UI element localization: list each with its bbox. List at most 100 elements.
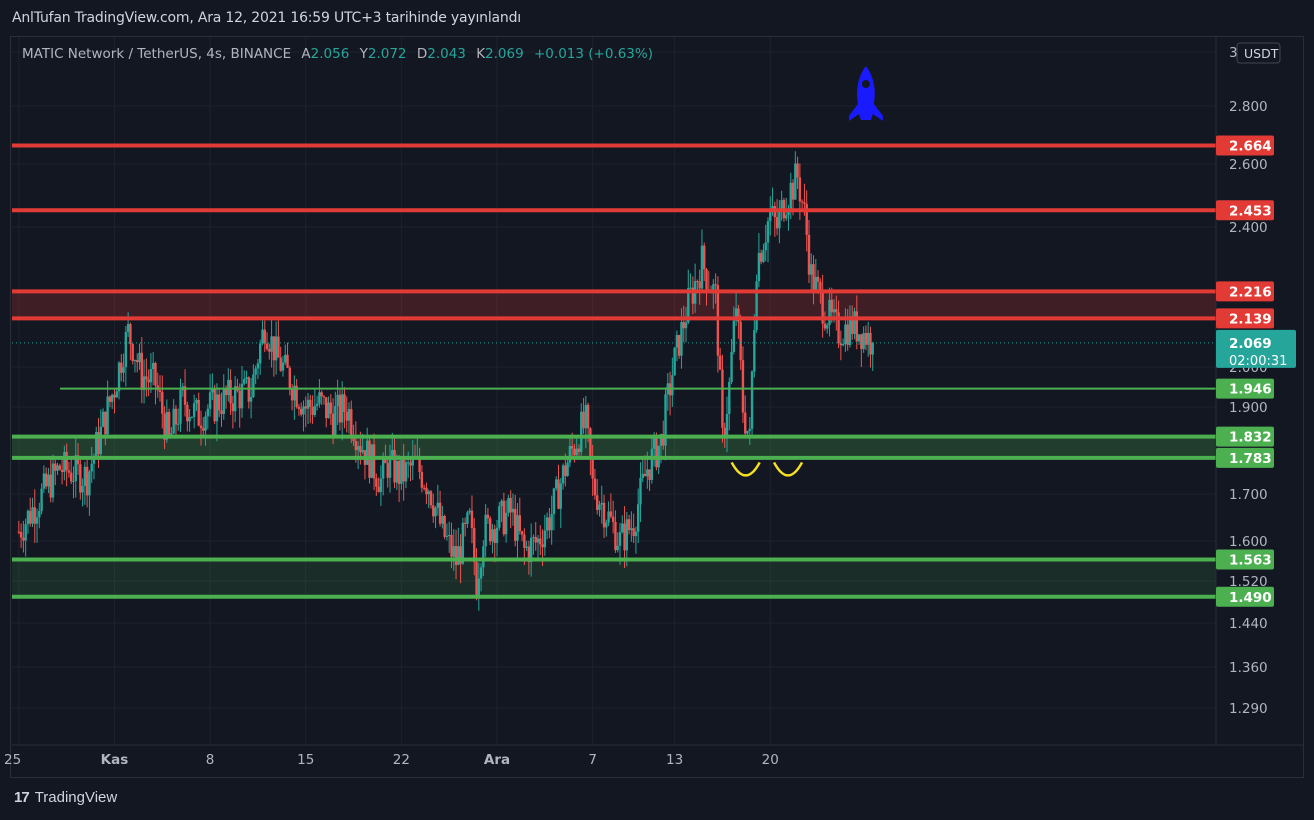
candle-body <box>220 410 223 414</box>
price-label: 1.946 <box>1229 382 1272 398</box>
x-tick-label: 20 <box>762 752 779 768</box>
candle-body <box>557 479 560 509</box>
candle-body <box>274 336 278 361</box>
double-bottom-mark <box>772 461 804 477</box>
x-tick-label: 13 <box>666 752 683 768</box>
candle-body <box>479 567 483 579</box>
candle-body <box>495 527 499 543</box>
candle-body <box>270 336 273 352</box>
candle-body <box>844 324 847 345</box>
candle-body <box>104 411 107 435</box>
candle-body <box>750 371 754 429</box>
currency-tag[interactable] <box>1236 42 1281 64</box>
candle-body <box>461 522 465 564</box>
candle-body <box>224 387 228 396</box>
price-label: 1.490 <box>1229 590 1272 606</box>
candle-body <box>377 486 380 493</box>
candle-body <box>204 416 207 431</box>
candle-body <box>315 403 319 406</box>
candle-body <box>284 354 287 363</box>
candle-body <box>386 463 389 478</box>
candle-body <box>33 507 36 524</box>
candle-body <box>723 427 726 438</box>
candle-body <box>218 394 221 411</box>
candle-body <box>484 514 487 547</box>
candle-body <box>516 515 519 541</box>
y-tick-label: 3 <box>1229 45 1238 61</box>
candle-body <box>445 535 449 537</box>
candle-body <box>281 362 285 371</box>
candle-body <box>766 221 770 243</box>
candle-body <box>277 336 280 358</box>
candle-body <box>518 515 521 532</box>
symbol-legend: MATIC Network / TetherUS, 4s, BINANCE A2… <box>22 46 653 62</box>
candle-body <box>19 531 23 538</box>
change-value: +0.013 (+0.63%) <box>534 46 653 62</box>
candle-body <box>131 344 134 362</box>
candle-body <box>172 408 175 434</box>
candle-body <box>165 411 169 440</box>
candle-body <box>366 440 369 465</box>
candle-body <box>404 462 408 482</box>
candle-body <box>108 396 112 402</box>
candle-body <box>509 497 512 513</box>
candle-body <box>60 469 64 472</box>
candle-body <box>807 234 811 275</box>
high-value: 2.072 <box>367 46 407 62</box>
candle-body <box>379 478 383 493</box>
symbol-name[interactable]: MATIC Network / TetherUS, 4s, BINANCE <box>22 46 292 62</box>
candle-body <box>507 497 510 513</box>
candle-body <box>40 488 43 512</box>
candle-body <box>293 385 296 401</box>
candle-body <box>573 448 576 456</box>
price-label-tag <box>1216 549 1274 570</box>
candle-body <box>561 465 565 484</box>
candle-body <box>336 394 339 407</box>
candle-body <box>848 316 852 345</box>
candle-body <box>673 347 676 376</box>
support-zone-lower <box>12 559 1216 597</box>
candle-body <box>101 411 105 427</box>
double-bottom-mark <box>730 461 761 477</box>
candle-body <box>498 506 501 528</box>
candle-body <box>614 521 617 551</box>
candle-body <box>871 342 874 355</box>
candle-body <box>313 405 317 415</box>
price-label-tag <box>1216 135 1274 156</box>
candle-body <box>261 329 264 344</box>
candle-body <box>147 379 150 383</box>
candle-body <box>566 462 569 476</box>
candle-body <box>58 465 62 470</box>
candle-body <box>429 491 433 506</box>
candle-body <box>730 351 733 382</box>
candle-body <box>343 394 346 412</box>
candle-body <box>306 399 310 409</box>
candle-body <box>803 202 806 204</box>
tradingview-brand: TradingView <box>34 789 118 806</box>
candle-body <box>552 488 556 514</box>
candle-body <box>482 546 485 568</box>
candle-body <box>753 329 756 372</box>
candle-body <box>810 264 813 275</box>
candle-body <box>828 299 831 326</box>
candle-body <box>338 394 342 423</box>
candle-body <box>812 264 815 292</box>
candle-body <box>789 182 792 209</box>
candle-body <box>26 510 30 525</box>
candle-body <box>511 508 515 513</box>
candle-body <box>249 396 253 402</box>
candle-body <box>145 376 148 380</box>
candle-body <box>115 391 118 398</box>
candle-body <box>759 252 763 262</box>
candle-body <box>830 299 833 313</box>
candle-body <box>140 352 143 391</box>
candle-body <box>523 534 526 548</box>
candle-body <box>548 517 551 531</box>
candle-body <box>265 343 269 350</box>
candle-body <box>227 379 230 396</box>
candle-body <box>529 537 533 562</box>
candle-body <box>279 357 282 371</box>
candle-body <box>425 487 428 495</box>
candle-body <box>816 276 820 282</box>
